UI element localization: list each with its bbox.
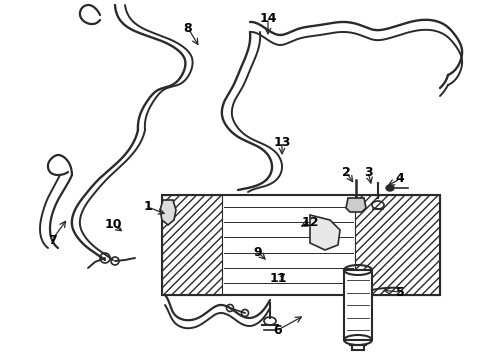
Text: 11: 11 [269, 271, 287, 284]
Polygon shape [310, 215, 340, 250]
Text: 12: 12 [301, 216, 319, 229]
Polygon shape [160, 200, 176, 225]
Text: 5: 5 [395, 285, 404, 298]
Text: 9: 9 [254, 246, 262, 258]
Text: 14: 14 [259, 12, 277, 24]
Text: 7: 7 [48, 234, 56, 247]
Text: 2: 2 [342, 166, 350, 179]
Text: 1: 1 [144, 201, 152, 213]
Polygon shape [346, 198, 366, 212]
Text: 10: 10 [104, 219, 122, 231]
Text: 13: 13 [273, 135, 291, 148]
Bar [355, 195, 440, 295]
Text: 6: 6 [274, 324, 282, 337]
Ellipse shape [386, 185, 394, 191]
Text: 3: 3 [364, 166, 372, 179]
Text: 8: 8 [184, 22, 192, 35]
Text: 4: 4 [395, 172, 404, 185]
Bar [162, 195, 440, 295]
Bar [344, 270, 372, 340]
Bar [162, 195, 222, 295]
